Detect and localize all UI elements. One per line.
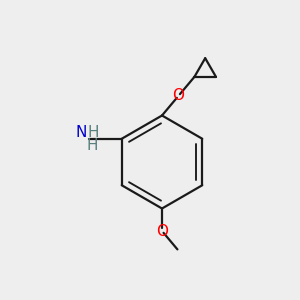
Text: N: N [76, 125, 87, 140]
Text: O: O [172, 88, 184, 104]
Text: H: H [87, 138, 98, 153]
Text: H: H [87, 125, 99, 140]
Text: O: O [156, 224, 168, 238]
